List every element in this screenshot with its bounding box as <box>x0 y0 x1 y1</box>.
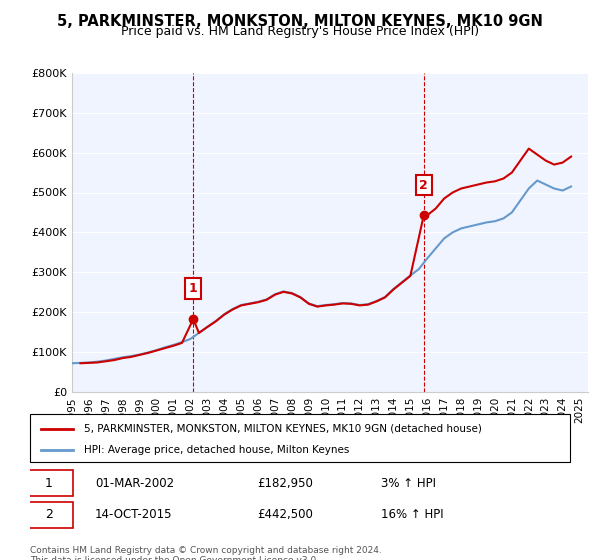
Text: £182,950: £182,950 <box>257 477 313 490</box>
Text: £442,500: £442,500 <box>257 508 313 521</box>
Text: 5, PARKMINSTER, MONKSTON, MILTON KEYNES, MK10 9GN (detached house): 5, PARKMINSTER, MONKSTON, MILTON KEYNES,… <box>84 424 482 433</box>
Text: Price paid vs. HM Land Registry's House Price Index (HPI): Price paid vs. HM Land Registry's House … <box>121 25 479 38</box>
Text: 16% ↑ HPI: 16% ↑ HPI <box>381 508 443 521</box>
Text: 5, PARKMINSTER, MONKSTON, MILTON KEYNES, MK10 9GN: 5, PARKMINSTER, MONKSTON, MILTON KEYNES,… <box>57 14 543 29</box>
Text: 3% ↑ HPI: 3% ↑ HPI <box>381 477 436 490</box>
FancyBboxPatch shape <box>25 470 73 496</box>
FancyBboxPatch shape <box>30 414 570 462</box>
Text: 14-OCT-2015: 14-OCT-2015 <box>95 508 172 521</box>
Text: Contains HM Land Registry data © Crown copyright and database right 2024.
This d: Contains HM Land Registry data © Crown c… <box>30 546 382 560</box>
Text: HPI: Average price, detached house, Milton Keynes: HPI: Average price, detached house, Milt… <box>84 445 349 455</box>
Text: 01-MAR-2002: 01-MAR-2002 <box>95 477 174 490</box>
Text: 2: 2 <box>45 508 53 521</box>
Text: 1: 1 <box>189 282 197 295</box>
Text: 1: 1 <box>45 477 53 490</box>
Text: 2: 2 <box>419 179 428 192</box>
FancyBboxPatch shape <box>25 502 73 528</box>
